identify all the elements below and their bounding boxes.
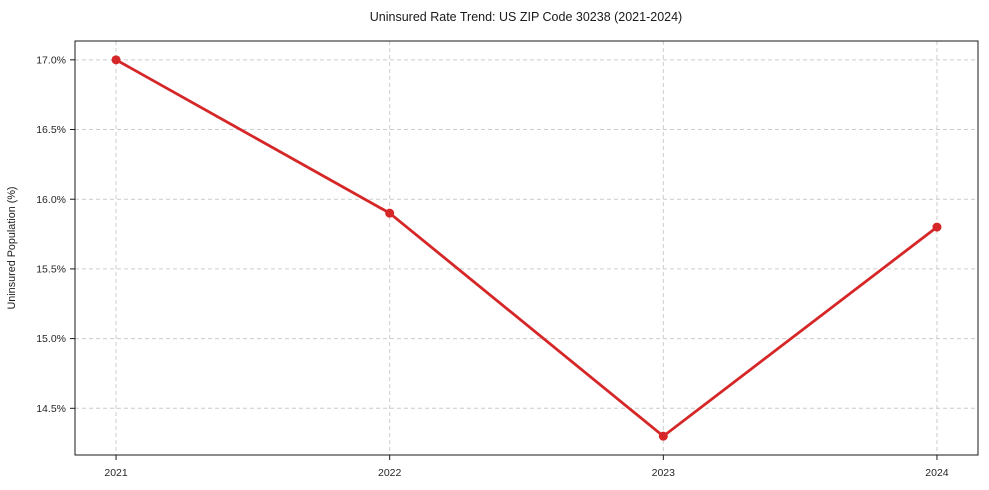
data-point bbox=[658, 431, 668, 441]
axes: 14.5% 15.0% 15.5% 16.0% 16.5% 17.0% 2021 2022 20… bbox=[36, 40, 979, 479]
x-tick-label: 2021 bbox=[104, 467, 128, 479]
data-point bbox=[385, 208, 395, 218]
y-axis-label: Uninsured Population (%) bbox=[6, 186, 18, 309]
x-tick-label: 2023 bbox=[652, 467, 676, 479]
x-tick-label: 2022 bbox=[378, 467, 402, 479]
grid-lines bbox=[75, 41, 978, 455]
data-point bbox=[111, 55, 121, 65]
data-series bbox=[111, 55, 942, 441]
y-tick-label: 16.0% bbox=[36, 194, 66, 206]
chart-title: Uninsured Rate Trend: US ZIP Code 30238 … bbox=[370, 10, 682, 24]
data-point bbox=[932, 222, 942, 232]
y-tick-label: 15.0% bbox=[36, 333, 66, 345]
y-tick-label: 14.5% bbox=[36, 403, 66, 415]
x-tick-label: 2024 bbox=[925, 467, 949, 479]
y-tick-label: 17.0% bbox=[36, 54, 66, 66]
plot-border bbox=[74, 40, 979, 456]
y-tick-label: 15.5% bbox=[36, 264, 66, 276]
y-tick-label: 16.5% bbox=[36, 124, 66, 136]
data-line bbox=[114, 58, 939, 438]
